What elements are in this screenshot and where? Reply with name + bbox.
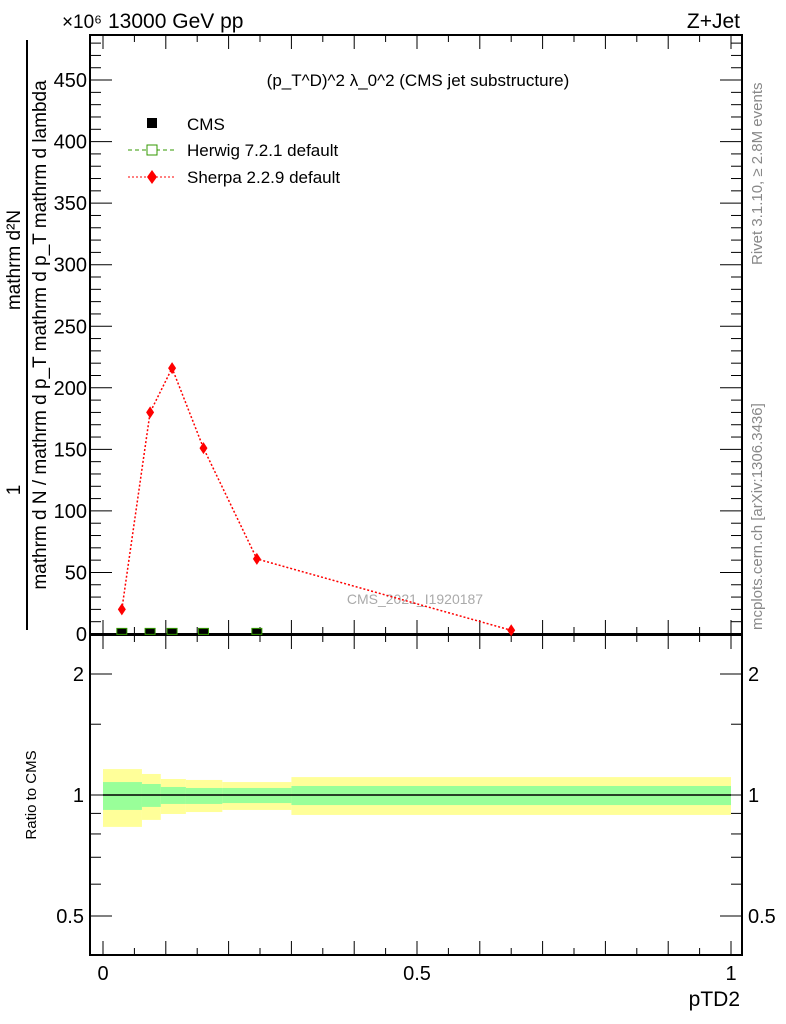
cms-point — [146, 629, 155, 634]
ratio-y-tick-label: 1 — [73, 785, 84, 807]
sherpa-point — [507, 624, 516, 637]
ratio-y-tick-label-right: 2 — [748, 664, 759, 686]
y-tick-label: 450 — [54, 70, 87, 92]
ylabel-denominator: mathrm d N / mathrm d p_T mathrm d p_T m… — [30, 80, 51, 590]
legend-herwig-marker — [146, 144, 158, 156]
sherpa-line — [121, 366, 512, 632]
y-tick-label: 50 — [65, 562, 87, 584]
sherpa-point — [146, 406, 155, 419]
ratio-y-tick-label: 2 — [73, 664, 84, 686]
y-tick-label: 100 — [54, 501, 87, 523]
mcplots-label: mcplots.cern.ch [arXiv:1306.3436] — [749, 403, 766, 630]
sherpa-point — [168, 362, 177, 375]
y-tick-label: 350 — [54, 193, 87, 215]
legend-sherpa-marker — [147, 170, 157, 184]
legend-cms-label: CMS — [187, 115, 225, 134]
ylabel-one: 1 — [4, 485, 25, 496]
y-tick-label: 200 — [54, 378, 87, 400]
x-tick-label: 0.5 — [403, 963, 431, 985]
ratio-band-green — [103, 782, 142, 810]
x-tick-label: 1 — [725, 963, 736, 985]
ratio-y-tick-label-right: 0.5 — [748, 906, 776, 928]
header-left: 13000 GeV pp — [108, 10, 243, 33]
ratio-y-tick-label: 0.5 — [56, 906, 84, 928]
legend: CMS Herwig 7.2.1 default Sherpa 2.2.9 de… — [128, 115, 340, 187]
sherpa-point — [252, 552, 261, 565]
y-tick-label: 0 — [76, 624, 87, 646]
header-right: Z+Jet — [687, 10, 740, 33]
y-tick-label: 250 — [54, 316, 87, 338]
ylabel-numerator: mathrm d²N — [4, 210, 25, 310]
sherpa-point — [117, 603, 126, 616]
legend-sherpa-label: Sherpa 2.2.9 default — [187, 168, 340, 187]
rivet-label: Rivet 3.1.10, ≥ 2.8M events — [749, 83, 766, 266]
cms-point — [117, 629, 126, 634]
y-tick-label: 300 — [54, 255, 87, 277]
legend-cms-marker — [147, 118, 157, 128]
xlabel: pTD2 — [689, 988, 740, 1011]
cms-point — [199, 629, 208, 634]
sherpa-point — [199, 442, 208, 455]
watermark: CMS_2021_I1920187 — [347, 591, 483, 607]
cms-point — [252, 629, 261, 634]
ratio-ylabel: Ratio to CMS — [23, 750, 40, 839]
cms-point — [168, 629, 177, 634]
y-tick-label: 150 — [54, 439, 87, 461]
legend-herwig-label: Herwig 7.2.1 default — [187, 141, 338, 160]
y-tick-label: 400 — [54, 132, 87, 154]
chart-title: (p_T^D)^2 λ_0^2 (CMS jet substructure) — [267, 71, 570, 90]
x-tick-label: 0 — [97, 963, 108, 985]
ratio-y-tick-label-right: 1 — [748, 785, 759, 807]
ratio-band-green — [185, 787, 223, 804]
y-multiplier: ×10⁶ — [62, 12, 102, 33]
